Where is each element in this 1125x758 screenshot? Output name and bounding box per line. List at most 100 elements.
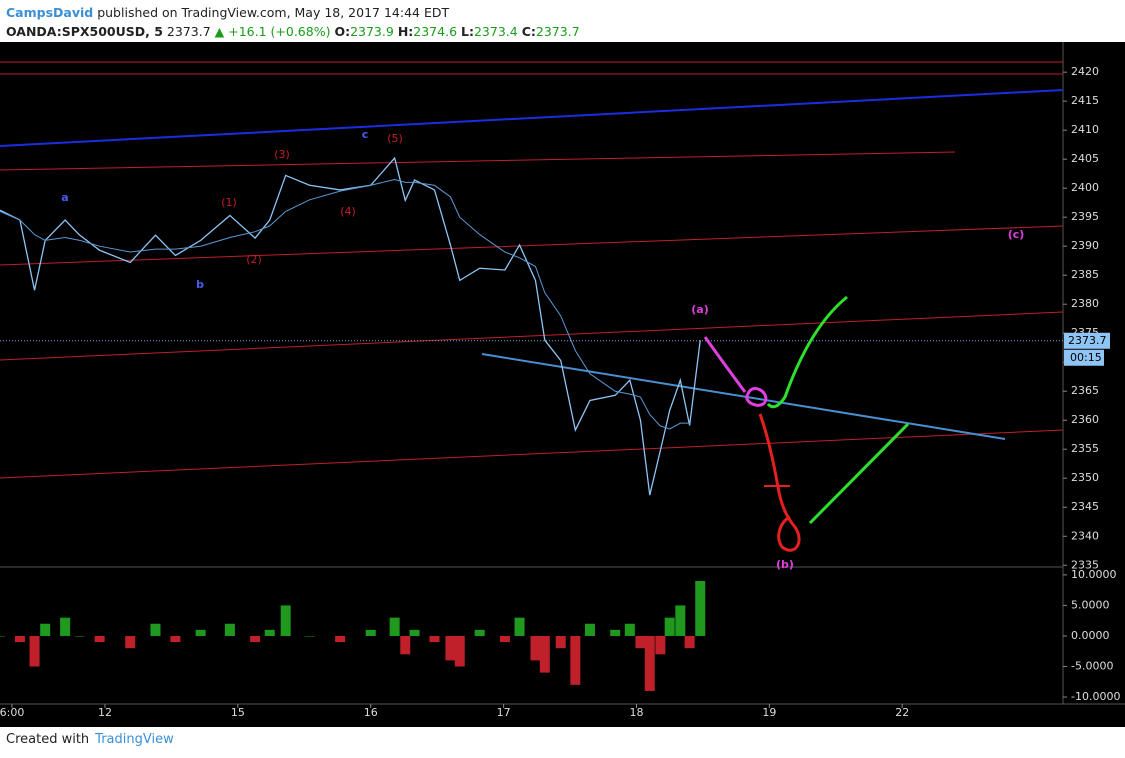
osc-bar	[445, 635, 456, 661]
open: 2373.9	[350, 24, 394, 39]
osc-tick-label: -5.0000	[1071, 660, 1113, 673]
y-tick-label: 2405	[1071, 152, 1099, 165]
projection	[766, 295, 848, 409]
close: 2373.7	[535, 24, 580, 39]
chart: 2335234023452350235523602365237023752380…	[0, 42, 1125, 727]
y-tick-label: 2390	[1071, 239, 1099, 252]
osc-bar	[250, 635, 261, 643]
osc-bar	[429, 635, 440, 643]
annotation: (3)	[274, 148, 290, 161]
osc-bar	[610, 629, 621, 636]
osc-bar	[454, 635, 465, 667]
osc-bar	[150, 623, 161, 636]
last-price-box	[1064, 332, 1110, 349]
y-tick-label: 2395	[1071, 210, 1099, 223]
annotation: a	[61, 191, 68, 204]
osc-bar	[280, 605, 291, 636]
osc-bar	[400, 635, 411, 655]
annotation: c	[362, 128, 369, 141]
projection	[758, 413, 801, 552]
background	[0, 42, 1125, 727]
y-tick-label: 2420	[1071, 65, 1099, 78]
osc-tick-label: 5.0000	[1071, 598, 1110, 611]
price-line	[0, 178, 690, 430]
annotation: (a)	[691, 303, 708, 316]
osc-bar	[304, 635, 315, 637]
y-tick-label: 2400	[1071, 181, 1099, 194]
trend-line	[0, 429, 1064, 479]
x-tick-label: 17	[497, 706, 511, 719]
x-tick-label: 15	[231, 706, 245, 719]
annotation: (c)	[1008, 228, 1025, 241]
projection	[745, 387, 768, 407]
osc-bar	[655, 635, 666, 655]
trend-line	[0, 311, 1064, 361]
high: 2374.6	[413, 24, 458, 39]
osc-bar	[195, 629, 206, 636]
osc-bar	[365, 629, 376, 636]
osc-bar	[539, 635, 550, 673]
x-tick-label: 19	[762, 706, 776, 719]
osc-bar	[499, 635, 510, 643]
o-label: O:	[334, 24, 351, 39]
osc-bar	[264, 629, 275, 636]
annotation: (5)	[387, 132, 403, 145]
c-label: C:	[521, 24, 536, 39]
x-tick-label: 16	[364, 706, 378, 719]
osc-bar	[624, 623, 635, 636]
last: 2373.7	[166, 24, 211, 39]
y-tick-label: 2365	[1071, 384, 1099, 397]
osc-bar	[335, 635, 346, 643]
drawings	[0, 61, 1064, 552]
trend-line	[0, 225, 1064, 266]
brand[interactable]: TradingView	[95, 732, 174, 747]
y-tick-label: 2350	[1071, 471, 1099, 484]
osc-tick-label: 0.0000	[1071, 629, 1110, 642]
y-tick-label: 2355	[1071, 442, 1099, 455]
osc-tick-label: -10.0000	[1071, 690, 1120, 703]
countdown-box	[1064, 349, 1104, 366]
osc-bar	[224, 623, 235, 636]
annotation: (2)	[246, 253, 262, 266]
projection	[703, 336, 747, 393]
osc-tick-label: 10.0000	[1071, 568, 1117, 581]
osc-bar	[644, 635, 655, 691]
osc-bar	[635, 635, 646, 649]
osc-bar	[170, 635, 181, 643]
osc-bar	[555, 635, 566, 649]
x-tick-label: 18	[629, 706, 643, 719]
osc-bar	[664, 617, 675, 636]
y-tick-label: 2415	[1071, 94, 1099, 107]
osc-bar	[514, 617, 525, 636]
osc-bar	[74, 635, 85, 637]
symbol: OANDA:SPX500USD, 5	[6, 24, 163, 39]
y-tick-label: 2410	[1071, 123, 1099, 136]
osc-bar	[40, 623, 51, 636]
header: CampsDavid published on TradingView.com,…	[6, 3, 580, 41]
osc-bar	[125, 635, 136, 649]
y-tick-label: 2360	[1071, 413, 1099, 426]
trend-line	[0, 151, 956, 171]
l-label: L:	[461, 24, 474, 39]
osc-bar	[695, 580, 706, 636]
annotation: (b)	[776, 558, 794, 571]
projection	[808, 422, 910, 525]
created: Created with	[6, 732, 90, 747]
user[interactable]: CampsDavid	[6, 5, 94, 20]
y-tick-label: 2335	[1071, 558, 1099, 571]
osc-bar	[409, 629, 420, 636]
y-tick-label: 2380	[1071, 297, 1099, 310]
osc-bar	[474, 629, 485, 636]
footer: Created with TradingView	[6, 732, 174, 747]
y-tick-label: 2340	[1071, 529, 1099, 542]
y-tick-label: 2345	[1071, 500, 1099, 513]
osc-bar	[0, 635, 5, 637]
published: published on TradingView.com, May 18, 20…	[97, 5, 450, 20]
last-price-label: 2373.7	[1068, 334, 1107, 347]
change: ▲ +16.1 (+0.68%)	[214, 24, 331, 39]
low: 2373.4	[473, 24, 518, 39]
osc-bar	[29, 635, 40, 667]
x-tick-label: 6:00	[0, 706, 24, 719]
osc-bar	[584, 623, 595, 636]
osc-bar	[94, 635, 105, 643]
